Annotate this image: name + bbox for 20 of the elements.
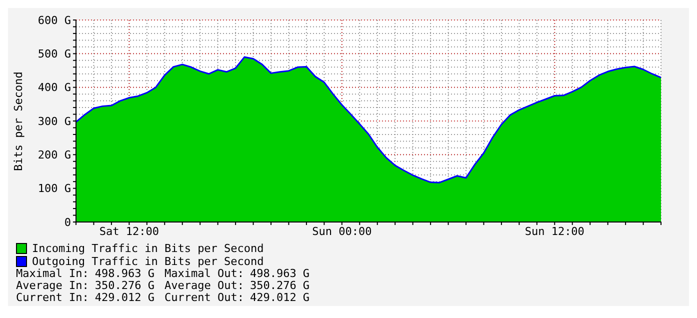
x-tick-label: Sat 12:00 — [99, 224, 159, 238]
y-tick-label: 600 G — [38, 14, 71, 27]
text: Maximal Out: 498.963 G — [163, 267, 311, 280]
legend-label: Outgoing Traffic in Bits per Second — [32, 255, 264, 268]
series-label: Incoming Traffic in Bits per Second — [32, 242, 264, 255]
y-tick-label: 300 G — [38, 114, 71, 128]
y-tick-label: 0 — [64, 216, 71, 229]
x-tick-label: Sun 12:00 — [524, 224, 584, 238]
line-series — [76, 56, 661, 184]
y-tick-label: 200 G — [38, 148, 71, 162]
text: Average In: 350.276 G — [15, 279, 156, 292]
text: Average Out: 350.276 G — [163, 279, 311, 292]
text: Maximal In: 498.963 G — [15, 267, 156, 280]
y-tick-label: 100 G — [38, 182, 71, 196]
y-axis-title: Bits per Second — [12, 72, 25, 171]
x-tick-label: Sun 00:00 — [312, 224, 372, 238]
text: Current In: 429.012 G — [15, 291, 156, 304]
y-tick-label: 400 G — [38, 81, 71, 94]
text: Current Out: 429.012 G — [163, 291, 311, 304]
y-tick-label: 500 G — [38, 48, 71, 61]
